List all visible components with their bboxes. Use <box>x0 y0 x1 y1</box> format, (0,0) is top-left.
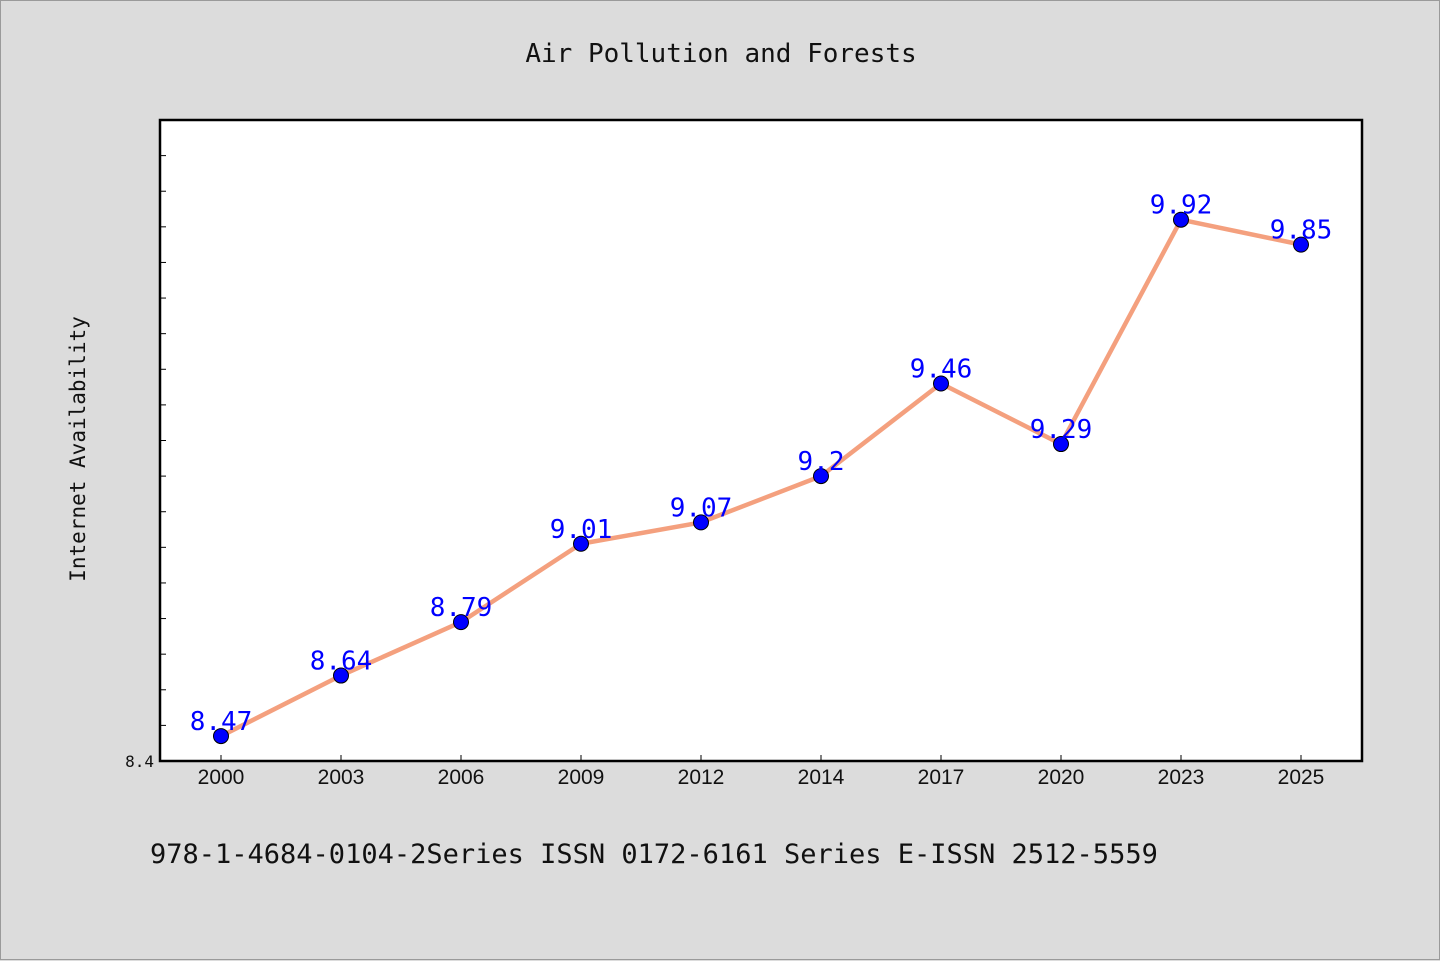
data-label-2023: 9.92 <box>1150 191 1213 221</box>
chart-title: Air Pollution and Forests <box>525 39 916 69</box>
series-line <box>219 217 1302 739</box>
data-label-2025: 9.85 <box>1270 216 1333 246</box>
data-label-2000: 8.47 <box>190 707 253 737</box>
x-tick-label: 2012 <box>678 766 725 789</box>
data-label-2003: 8.64 <box>310 647 373 677</box>
series-group: 8.47 8.64 8.79 9.01 9.07 9.2 9.46 9.29 9.92 9.85 <box>190 191 1333 745</box>
data-label-2017: 9.46 <box>910 355 973 385</box>
data-point-2000 <box>213 728 229 745</box>
plot-area <box>158 118 1364 763</box>
data-label-2012: 9.07 <box>670 493 733 523</box>
data-label-2006: 8.79 <box>430 593 493 623</box>
x-tick-label: 2003 <box>318 766 365 789</box>
x-tick-label: 2000 <box>198 766 245 789</box>
data-point-2017 <box>933 375 949 392</box>
y-axis-label: Internet Availability <box>66 316 90 582</box>
x-tick-label: 2023 <box>1158 766 1205 789</box>
data-point-2012 <box>693 514 709 531</box>
y-axis-ticks: 8.4 <box>125 155 166 771</box>
x-tick-label: 2020 <box>1038 766 1085 789</box>
data-point-2009 <box>573 535 589 552</box>
x-tick-label: 2009 <box>558 766 605 789</box>
data-label-2009: 9.01 <box>550 515 613 545</box>
x-tick-label: 2014 <box>798 766 845 789</box>
x-tick-label: 2006 <box>438 766 485 789</box>
data-point-2020 <box>1053 436 1069 453</box>
x-tick-label: 2017 <box>918 766 965 789</box>
data-point-2003 <box>333 667 349 684</box>
data-point-2025 <box>1293 236 1309 253</box>
y-tick-label: 8.4 <box>125 752 154 771</box>
data-point-2006 <box>453 614 469 631</box>
data-label-2020: 9.29 <box>1030 415 1093 445</box>
x-tick-label: 2025 <box>1278 766 1325 789</box>
data-point-2014 <box>813 468 829 485</box>
data-label-2014: 9.2 <box>798 447 845 477</box>
data-point-2023 <box>1173 211 1189 228</box>
footer-isbn-text: 978-1-4684-0104-2Series ISSN 0172-6161 S… <box>150 839 1158 870</box>
x-axis: 2000 2003 2006 2009 2012 2014 2017 2020 2023 2025 <box>198 755 1325 789</box>
